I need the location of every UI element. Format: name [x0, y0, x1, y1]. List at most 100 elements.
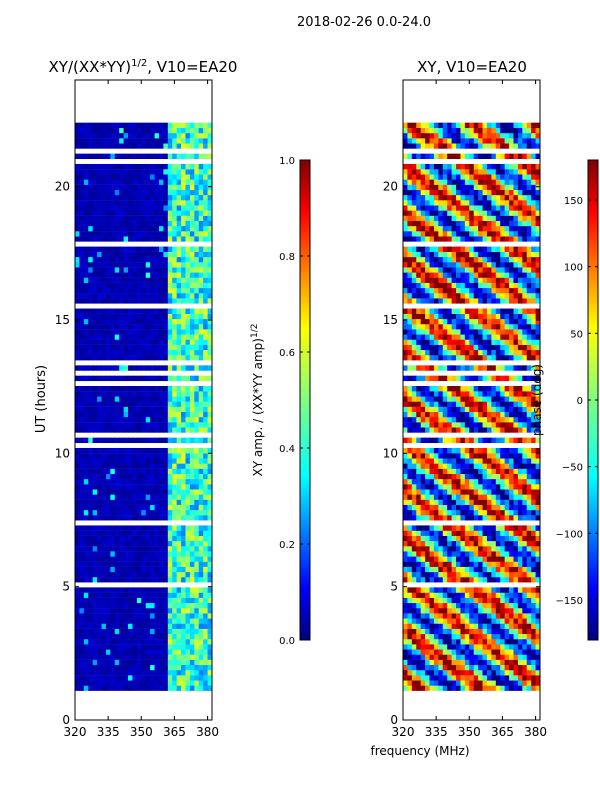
left-axes-frame [74, 79, 213, 721]
left-heatmap-cell [194, 515, 200, 521]
right-heatmap-cell [403, 473, 408, 480]
left-heatmap-cell [92, 453, 98, 459]
left-heatmap-cell [163, 308, 169, 314]
right-heatmap-cell [495, 644, 501, 650]
right-heatmap-cell [447, 685, 453, 691]
right-heatmap-cell [486, 468, 492, 474]
left-heatmap-cell [110, 489, 116, 495]
right-heatmap-cell [473, 447, 479, 454]
left-heatmap-cell [172, 592, 178, 598]
left-heatmap-cell [75, 365, 80, 371]
right-heatmap-cell [482, 613, 488, 619]
right-heatmap-cell [491, 355, 497, 361]
left-heatmap-cell [194, 504, 200, 511]
left-heatmap-cell [181, 282, 186, 289]
left-heatmap-cell [123, 633, 129, 640]
right-heatmap-cell [456, 623, 461, 629]
left-heatmap-cell [123, 535, 129, 542]
right-heatmap-cell [509, 556, 514, 562]
left-heatmap-cell [189, 344, 195, 351]
left-heatmap-cell [158, 184, 164, 190]
left-heatmap-cell [154, 602, 160, 609]
left-heatmap-cell [114, 447, 120, 454]
left-heatmap-cell [194, 685, 200, 691]
right-heatmap-cell [403, 468, 408, 474]
left-heatmap-cell [163, 494, 169, 500]
left-heatmap-cell [88, 484, 94, 490]
right-heatmap-cell [425, 618, 430, 624]
left-heatmap-cell [163, 215, 169, 221]
left-heatmap-cell [141, 355, 147, 361]
left-heatmap-cell [75, 484, 80, 490]
right-heatmap-cell [407, 602, 413, 609]
right-heatmap-cell [442, 608, 448, 614]
left-heatmap-cell [92, 468, 98, 474]
left-heatmap-cell [176, 308, 182, 314]
left-heatmap-cell [141, 659, 147, 666]
right-heatmap-cell [447, 649, 453, 655]
right-heatmap-cell [456, 561, 461, 567]
left-heatmap-cell [189, 597, 195, 604]
right-heatmap-cell [522, 391, 528, 397]
right-heatmap-cell [491, 540, 497, 547]
left-heatmap-cell [141, 639, 147, 645]
left-heatmap-cell [185, 184, 191, 190]
right-heatmap-cell [478, 515, 483, 521]
left-heatmap-cell [181, 313, 186, 320]
left-heatmap-cell [101, 225, 107, 232]
left-heatmap-cell [167, 318, 173, 325]
right-heatmap-cell [522, 458, 528, 464]
right-heatmap-cell [531, 468, 536, 474]
right-heatmap-cell [420, 458, 426, 464]
left-heatmap-cell [158, 220, 164, 227]
left-heatmap-cell [163, 339, 169, 345]
right-heatmap-cell [442, 344, 448, 351]
left-heatmap-cell [158, 215, 164, 221]
left-heatmap-cell [194, 179, 200, 185]
right-heatmap-cell [425, 416, 430, 423]
left-xtick-label: 365 [163, 725, 186, 739]
right-heatmap-cell [433, 639, 439, 645]
right-heatmap-cell [491, 577, 497, 583]
left-heatmap-cell [176, 220, 182, 227]
right-heatmap-cell [513, 592, 519, 598]
left-heatmap-cell [88, 225, 94, 232]
right-heatmap-cell [513, 396, 519, 402]
left-heatmap-cell [136, 639, 142, 645]
left-heatmap-cell [119, 298, 125, 304]
left-heatmap-cell [105, 494, 111, 500]
left-heatmap-cell [105, 225, 111, 232]
left-heatmap-cell [181, 608, 186, 614]
left-heatmap-cell [194, 386, 200, 392]
right-heatmap-cell [486, 618, 492, 624]
right-heatmap-cell [447, 401, 453, 407]
right-heatmap-cell [420, 675, 426, 681]
left-heatmap-cell [185, 494, 191, 500]
right-heatmap-cell [504, 463, 510, 469]
right-heatmap-cell [531, 618, 536, 624]
left-heatmap-cell [172, 293, 178, 299]
left-heatmap-cell [123, 138, 129, 144]
left-heatmap-cell [172, 551, 178, 557]
right-heatmap-cell [464, 551, 470, 557]
left-heatmap-cell [92, 577, 98, 583]
right-heatmap-cell [500, 478, 506, 485]
right-heatmap-cell [513, 401, 519, 407]
left-heatmap-cell [105, 525, 111, 531]
right-heatmap-cell [535, 509, 541, 516]
left-heatmap-cell [136, 587, 142, 593]
left-heatmap-cell [88, 143, 94, 149]
left-heatmap-cell [150, 597, 155, 604]
left-heatmap-cell [114, 200, 120, 206]
left-heatmap-cell [181, 375, 186, 382]
right-heatmap-cell [433, 468, 439, 474]
left-heatmap-cell [128, 633, 133, 640]
left-heatmap-cell [194, 525, 200, 531]
right-heatmap-cell [420, 365, 426, 371]
right-heatmap-cell [442, 587, 448, 593]
right-heatmap-cell [420, 597, 426, 604]
right-heatmap-cell [416, 654, 422, 660]
left-heatmap-cell [194, 535, 200, 542]
left-heatmap-cell [105, 546, 111, 552]
right-heatmap-cell [407, 391, 413, 397]
